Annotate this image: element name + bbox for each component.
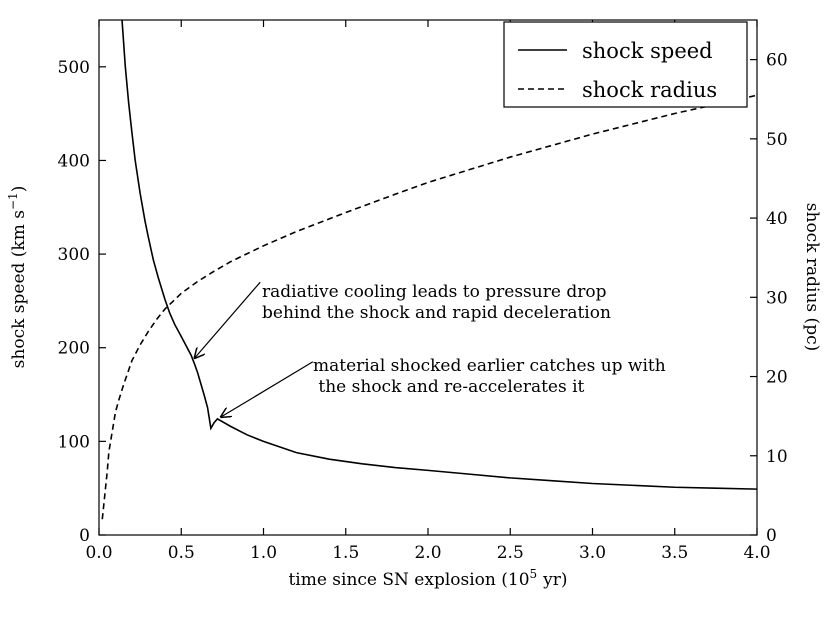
y-tick-label: 500: [58, 58, 90, 78]
legend-label-shock-speed: shock speed: [582, 39, 713, 63]
y-tick-label: 0: [79, 526, 90, 546]
reaccel-annotation-line-2: the shock and re-accelerates it: [313, 377, 585, 397]
y2-tick-label: 40: [766, 209, 788, 229]
x-tick-label: 3.0: [579, 543, 606, 563]
cooling-annotation-line-2: behind the shock and rapid deceleration: [262, 303, 611, 323]
cooling-annotation-line-1: radiative cooling leads to pressure drop: [262, 282, 607, 302]
x-axis-ticks: 0.0 0.5 1.0 1.5 2.0 2.5 3.0 3.5 4.0: [85, 20, 771, 563]
y2-tick-label: 20: [766, 368, 788, 388]
shock-radius-line: [101, 94, 757, 520]
x-tick-label: 3.5: [661, 543, 688, 563]
y-axis-label: shock speed (km s−1): [6, 186, 29, 369]
x-tick-label: 1.5: [332, 543, 359, 563]
shock-speed-line: [121, 20, 757, 490]
reaccel-annotation: material shocked earlier catches up with…: [313, 356, 666, 397]
cooling-annotation: radiative cooling leads to pressure drop…: [262, 282, 612, 323]
x-axis-label-unit-suffix: yr): [542, 570, 567, 590]
y2-tick-label: 30: [766, 288, 788, 308]
x-axis-label-text: time since SN explosion: [288, 570, 495, 590]
cooling-arrow: [195, 281, 261, 358]
y-axis-label-exponent: −1: [6, 192, 20, 210]
x-axis-label-unit-prefix: (10: [501, 570, 529, 590]
x-tick-label: 1.0: [250, 543, 277, 563]
plot-frame: [98, 19, 758, 536]
y-axis-label-close: ): [9, 186, 29, 193]
y-tick-label: 300: [58, 245, 90, 265]
x-tick-label: 2.0: [414, 543, 441, 563]
x-tick-label: 0.0: [85, 543, 112, 563]
x-tick-label: 0.5: [168, 543, 195, 563]
left-y-axis-ticks: 0 100 200 300 400 500: [58, 58, 106, 546]
y2-axis-label: shock radius (pc): [802, 203, 822, 351]
right-y-axis-ticks: 0 10 20 30 40 50 60: [750, 51, 788, 546]
x-tick-label: 4.0: [743, 543, 770, 563]
x-axis-label: time since SN explosion (105 yr): [288, 567, 567, 590]
x-axis-label-unit-exponent: 5: [530, 567, 538, 581]
legend-box: [503, 21, 748, 108]
y-tick-label: 400: [58, 151, 90, 171]
annotations: radiative cooling leads to pressure drop…: [0, 281, 666, 417]
x-tick-label: 2.5: [497, 543, 524, 563]
y-axis-label-text: shock speed (km s: [9, 210, 29, 368]
legend: shock speed shock radius: [503, 21, 748, 108]
y2-tick-label: 10: [766, 447, 788, 467]
y2-tick-label: 50: [766, 130, 788, 150]
reaccel-annotation-line-1: material shocked earlier catches up with: [313, 356, 666, 376]
reaccel-arrow: [221, 361, 314, 417]
y-tick-label: 200: [58, 339, 90, 359]
y-tick-label: 100: [58, 432, 90, 452]
legend-label-shock-radius: shock radius: [582, 78, 717, 102]
y2-tick-label: 60: [766, 51, 788, 71]
y2-tick-label: 0: [766, 526, 777, 546]
